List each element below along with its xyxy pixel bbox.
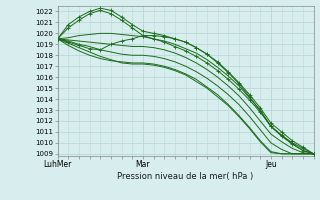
- X-axis label: Pression niveau de la mer( hPa ): Pression niveau de la mer( hPa ): [117, 172, 254, 181]
